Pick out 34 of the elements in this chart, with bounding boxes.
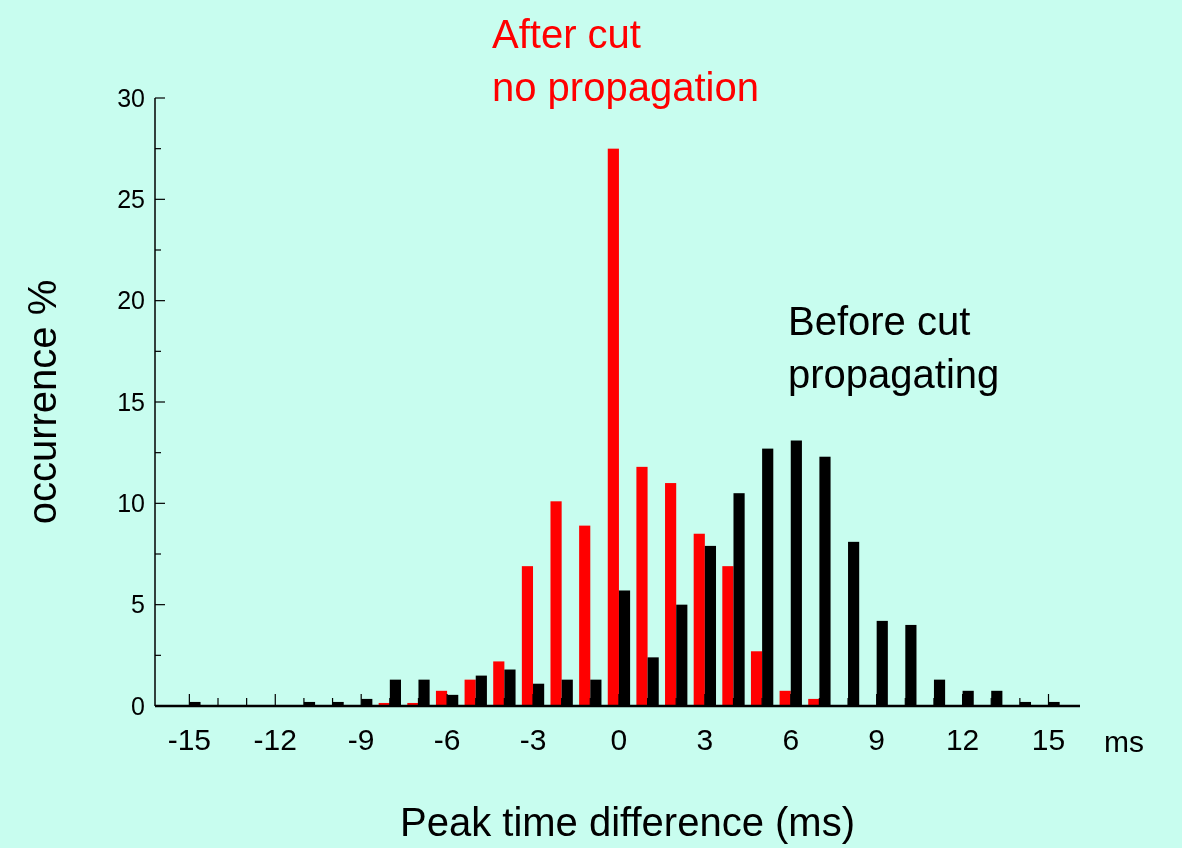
bar bbox=[693, 533, 705, 706]
bar bbox=[521, 566, 534, 706]
bar bbox=[636, 466, 648, 706]
x-tick-label: 9 bbox=[868, 723, 886, 756]
x-tick-label: 12 bbox=[945, 723, 980, 756]
x-tick-label: -12 bbox=[253, 723, 297, 756]
x-tick-label: -9 bbox=[347, 723, 375, 756]
y-tick-label: 25 bbox=[117, 185, 145, 214]
x-tick-label: -6 bbox=[433, 723, 461, 756]
y-tick-label: 10 bbox=[117, 489, 145, 518]
x-tick-label: 6 bbox=[782, 723, 800, 756]
y-tick-label: 20 bbox=[117, 286, 145, 315]
y-tick-label: 15 bbox=[117, 387, 145, 416]
y-axis-title: occurrence % bbox=[20, 279, 64, 525]
y-tick-label: 5 bbox=[131, 590, 145, 619]
x-axis-title: Peak time difference (ms) bbox=[400, 800, 855, 844]
x-tick-label: 3 bbox=[696, 723, 714, 756]
bar bbox=[750, 651, 763, 706]
bar bbox=[493, 661, 505, 706]
bar bbox=[607, 148, 619, 706]
bar bbox=[665, 483, 677, 706]
x-tick-label: 0 bbox=[610, 723, 628, 756]
bar bbox=[464, 679, 476, 706]
x-tick-label: 15 bbox=[1031, 723, 1066, 756]
y-tick-label: 0 bbox=[131, 691, 145, 720]
text: ms bbox=[1104, 725, 1144, 758]
bar bbox=[550, 501, 562, 706]
x-tick-label: -15 bbox=[167, 723, 212, 756]
bar bbox=[579, 525, 591, 706]
y-tick-label: 30 bbox=[117, 83, 145, 112]
bar bbox=[722, 566, 734, 706]
x-tick-label: -3 bbox=[519, 723, 547, 756]
series-label: Before cut propagating bbox=[788, 299, 1000, 396]
text: After cut no propagation bbox=[492, 12, 759, 109]
